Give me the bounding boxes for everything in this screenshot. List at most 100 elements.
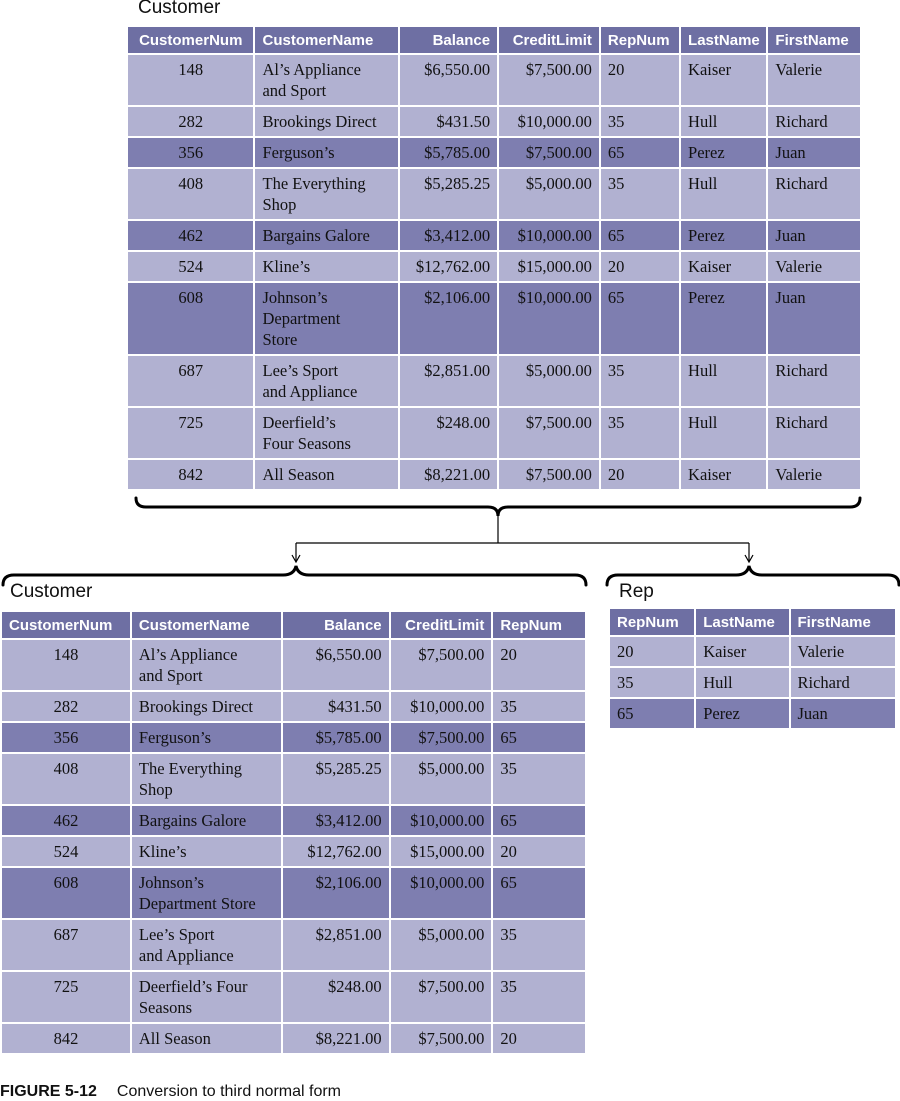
cell-creditlimit: $10,000.00 [390,806,492,835]
cell-lastname: Kaiser [681,460,767,489]
cell-lastname: Kaiser [681,55,767,105]
cell-customernum: 725 [128,408,254,458]
cell-lastname: Perez [681,221,767,250]
cell-customername: All Season [255,460,399,489]
cell-balance: $5,785.00 [400,138,498,167]
cell-lastname: Kaiser [696,637,789,666]
cell-creditlimit: $10,000.00 [390,868,492,918]
customer-table-unnormalized: CustomerNum CustomerName Balance CreditLimi… [126,25,862,491]
cell-firstname: Valerie [790,637,895,666]
cell-customername: Kline’s [255,252,399,281]
column-header-firstname: FirstName [768,27,860,53]
cell-repnum: 20 [600,55,680,105]
cell-creditlimit: $7,500.00 [390,640,492,690]
cell-creditlimit: $10,000.00 [499,283,599,354]
cell-customernum: 687 [128,356,254,406]
customer-table-title: Customer [10,581,93,602]
table-row: 356 Ferguson’s $5,785.00 $7,500.00 65 [2,723,585,752]
cell-repnum: 65 [600,138,680,167]
cell-repnum: 65 [493,868,585,918]
cell-customernum: 725 [2,972,130,1022]
rep-table-header-row: RepNum LastName FirstName [610,609,895,635]
cell-customernum: 842 [128,460,254,489]
cell-firstname: Valerie [768,252,860,281]
cell-creditlimit: $5,000.00 [390,754,492,804]
cell-customernum: 408 [2,754,130,804]
cell-lastname: Hull [681,107,767,136]
cell-repnum: 35 [493,692,585,721]
rep-table: RepNum LastName FirstName 20 Kaiser Valerie 3… [608,607,897,730]
split-braces-diagram [1,496,900,587]
cell-lastname: Perez [696,699,789,728]
column-header-firstname: FirstName [790,609,895,635]
cell-customernum: 524 [2,837,130,866]
cell-lastname: Kaiser [681,252,767,281]
cell-repnum: 65 [610,699,695,728]
cell-balance: $248.00 [400,408,498,458]
cell-firstname: Juan [768,221,860,250]
cell-customernum: 356 [2,723,130,752]
cell-firstname: Richard [768,356,860,406]
cell-repnum: 35 [600,107,680,136]
cell-repnum: 35 [600,356,680,406]
customer-table-normalized: CustomerNum CustomerName Balance CreditLimi… [0,610,587,1055]
cell-creditlimit: $7,500.00 [390,1024,492,1053]
cell-customername: Lee’s Sport and Appliance [255,356,399,406]
cell-customernum: 462 [128,221,254,250]
table-row: 408 The Everything Shop $5,285.25 $5,000.00 3… [2,754,585,804]
cell-creditlimit: $15,000.00 [499,252,599,281]
cell-creditlimit: $10,000.00 [499,221,599,250]
cell-firstname: Richard [790,668,895,697]
cell-balance: $5,785.00 [282,723,389,752]
table-row: 20 Kaiser Valerie [610,637,895,666]
table-row: 35 Hull Richard [610,668,895,697]
cell-repnum: 65 [493,723,585,752]
table-row: 608 Johnson’s Department Store $2,106.00 $10… [2,868,585,918]
cell-customername: The Everything Shop [255,169,399,219]
column-header-creditlimit: CreditLimit [499,27,599,53]
cell-repnum: 65 [600,283,680,354]
cell-customername: Ferguson’s [255,138,399,167]
cell-creditlimit: $7,500.00 [499,460,599,489]
cell-repnum: 35 [493,972,585,1022]
cell-customername: Brookings Direct [255,107,399,136]
cell-repnum: 35 [610,668,695,697]
cell-customernum: 608 [128,283,254,354]
cell-customername: Bargains Galore [131,806,281,835]
column-header-repnum: RepNum [600,27,680,53]
arrowhead-left [291,554,301,564]
cell-customernum: 148 [128,55,254,105]
cell-repnum: 20 [600,460,680,489]
cell-customernum: 462 [2,806,130,835]
cell-creditlimit: $10,000.00 [499,107,599,136]
cell-repnum: 65 [493,806,585,835]
column-header-lastname: LastName [696,609,789,635]
top-table-title: Customer [138,0,221,18]
cell-balance: $12,762.00 [400,252,498,281]
left-brace [1,565,588,587]
cell-firstname: Juan [790,699,895,728]
cell-customernum: 687 [2,920,130,970]
cell-repnum: 20 [610,637,695,666]
cell-creditlimit: $7,500.00 [499,408,599,458]
cell-firstname: Valerie [768,55,860,105]
cell-customername: Al’s Appliance and Sport [255,55,399,105]
table-row: 725 Deerfield’s Four Seasons $248.00 $7,500.… [128,408,860,458]
table-row: 687 Lee’s Sport and Appliance $2,851.00 $5,0… [128,356,860,406]
cell-balance: $2,106.00 [282,868,389,918]
cell-customernum: 842 [2,1024,130,1053]
cell-repnum: 65 [600,221,680,250]
cell-creditlimit: $5,000.00 [499,169,599,219]
cell-customernum: 282 [128,107,254,136]
cell-customername: Brookings Direct [131,692,281,721]
table-row: 356 Ferguson’s $5,785.00 $7,500.00 65 Perez Ju… [128,138,860,167]
cell-customername: Kline’s [131,837,281,866]
cell-balance: $8,221.00 [282,1024,389,1053]
table-row: 842 All Season $8,221.00 $7,500.00 20 Kaiser V… [128,460,860,489]
cell-lastname: Hull [681,356,767,406]
cell-lastname: Hull [696,668,789,697]
cell-firstname: Richard [768,107,860,136]
column-header-creditlimit: CreditLimit [390,612,492,638]
cell-customername: Ferguson’s [131,723,281,752]
cell-firstname: Juan [768,138,860,167]
